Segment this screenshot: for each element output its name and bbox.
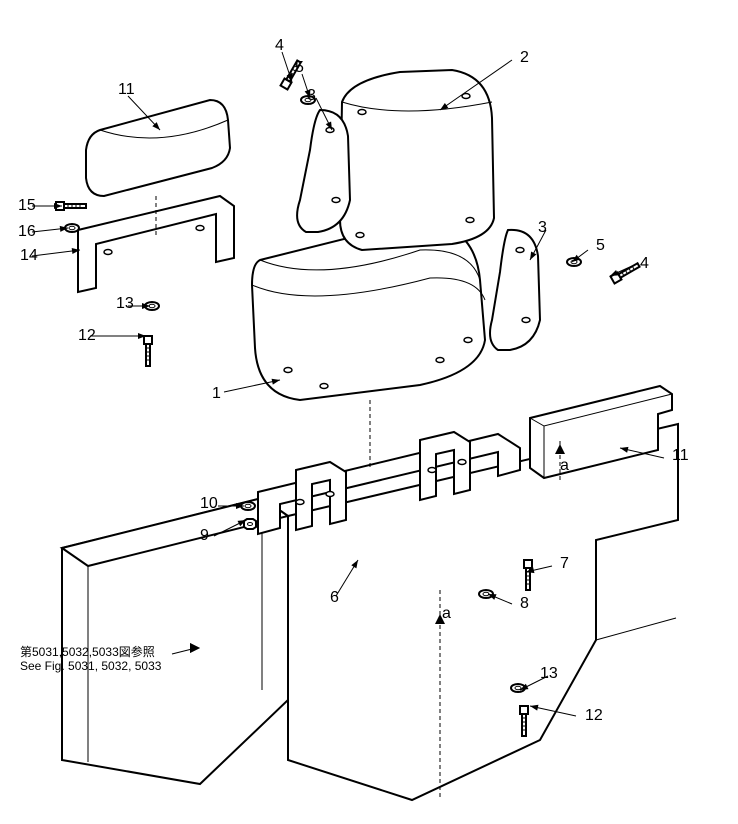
leader-arrow-icon [610, 270, 619, 276]
callout-la_right: a [560, 457, 569, 474]
bolt-12b [520, 706, 528, 736]
callout-l3b: 3 [538, 219, 547, 236]
callout-l1: 1 [212, 385, 221, 402]
callout-l10: 10 [200, 495, 218, 512]
hole [358, 110, 366, 115]
armrest-pad-left [86, 100, 230, 196]
hole [104, 250, 112, 255]
exploded-view-diagram: 12334455678910111112121313141516aa 第5031… [0, 0, 738, 824]
hole [326, 492, 334, 497]
callout-l14: 14 [20, 247, 38, 264]
callout-l11b: 11 [672, 447, 689, 464]
hole [320, 384, 328, 389]
callout-l16: 16 [18, 223, 36, 240]
callout-l5a: 5 [295, 59, 304, 76]
hole [428, 468, 436, 473]
callout-l6: 6 [330, 589, 339, 606]
callout-l8: 8 [520, 595, 529, 612]
floor-edge-2 [596, 618, 676, 640]
note-line-1: 第5031,5032,5033図参照 [20, 644, 155, 659]
callout-l7: 7 [560, 555, 569, 572]
callout-l2: 2 [520, 49, 529, 66]
callout-l4b: 4 [640, 255, 649, 272]
hole [522, 318, 530, 323]
callout-l15: 15 [18, 197, 36, 214]
callout-l4a: 4 [275, 37, 284, 54]
hole [356, 233, 364, 238]
hole [436, 358, 444, 363]
callout-l9: 9 [200, 527, 209, 544]
callout-l12b: 12 [585, 707, 603, 724]
hole [332, 198, 340, 203]
hole [464, 338, 472, 343]
hole [326, 128, 334, 133]
washer-8 [479, 590, 493, 598]
callout-l5b: 5 [596, 237, 605, 254]
callout-l11a: 11 [118, 81, 135, 98]
bracket-right [490, 230, 540, 350]
bolt-12a [144, 336, 152, 366]
hole [516, 248, 524, 253]
bolt-7 [524, 560, 532, 590]
callout-la_left: a [442, 605, 451, 622]
hole [196, 226, 204, 231]
callout-l3a: 3 [307, 87, 316, 104]
note-line-2: See Fig. 5031, 5032, 5033 [20, 659, 162, 673]
hole [458, 460, 466, 465]
callout-l12a: 12 [78, 327, 96, 344]
callout-l13b: 13 [540, 665, 558, 682]
bracket-left [297, 110, 350, 232]
hole [466, 218, 474, 223]
hole [284, 368, 292, 373]
hole [296, 500, 304, 505]
callout-l13a: 13 [116, 295, 134, 312]
